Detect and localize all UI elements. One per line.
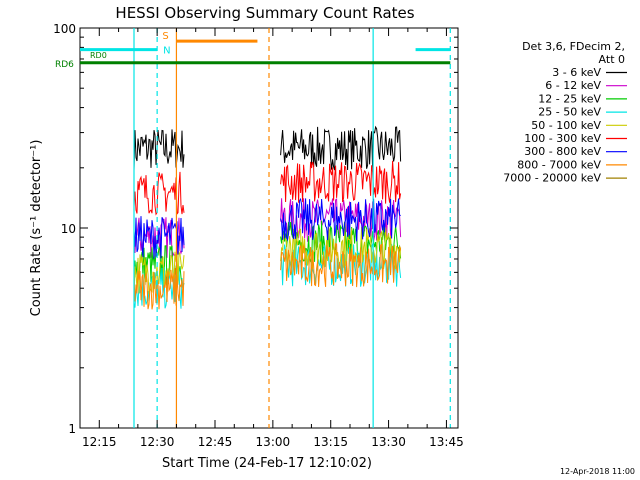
- y-tick-label-1: 1: [68, 422, 76, 436]
- series-7-trace-1: [133, 216, 185, 259]
- series-5-trace-2: [280, 226, 402, 270]
- flag-n-label: N: [163, 46, 170, 57]
- legend-label-8: 800 - 7000 keV: [517, 158, 601, 171]
- chart-title: HESSI Observing Summary Count Rates: [115, 4, 414, 22]
- axes: 1 10 100 12:15 12:30 12:45 13:00 13:15 13:30 13:4…: [53, 22, 464, 449]
- legend-label-9: 7000 - 20000 keV: [503, 172, 601, 185]
- footer-timestamp: 12-Apr-2018 11:00: [560, 467, 635, 476]
- series-5-trace-1: [133, 250, 185, 295]
- y-tick-label-3: 100: [53, 22, 76, 36]
- legend-label-4: 25 - 50 keV: [538, 106, 601, 119]
- legend-label-7: 300 - 800 keV: [524, 145, 601, 158]
- series-1-trace-1: [133, 129, 185, 171]
- x-tick-label-3: 12:45: [198, 435, 233, 449]
- flag-rd6-label: RD6: [55, 60, 74, 70]
- x-tick-label-4: 13:00: [256, 435, 291, 449]
- series-7-trace-2: [280, 197, 401, 242]
- plot-area: NS RD6 RD0: [55, 28, 451, 428]
- series-8-trace-1: [133, 268, 185, 310]
- legend-label-5: 50 - 100 keV: [531, 119, 601, 132]
- x-tick-label-6: 13:30: [371, 435, 406, 449]
- series-6-trace-2: [280, 160, 402, 204]
- series-6-trace-1: [133, 171, 185, 216]
- x-axis-label: Start Time (24-Feb-17 12:10:02): [162, 456, 372, 471]
- x-tick-label-5: 13:15: [313, 435, 348, 449]
- series-2-trace-2: [280, 198, 402, 242]
- legend-label-6: 100 - 300 keV: [524, 132, 601, 145]
- legend-header-1: Det 3,6, FDecim 2,: [522, 40, 625, 53]
- legend-header-2: Att 0: [599, 53, 625, 66]
- legend-label-2: 6 - 12 keV: [545, 79, 601, 92]
- y-tick-label-2: 10: [61, 222, 76, 236]
- x-tick-label-2: 12:30: [140, 435, 175, 449]
- x-tick-label-7: 13:45: [429, 435, 464, 449]
- y-axis-label: Count Rate (s⁻¹ detector⁻¹): [29, 140, 44, 317]
- flag-rd0-label: RD0: [90, 51, 107, 60]
- legend-label-1: 3 - 6 keV: [552, 66, 601, 79]
- flag-s-label: S: [162, 31, 168, 42]
- series-1-trace-2: [280, 125, 402, 171]
- series-8-trace-2: [280, 243, 402, 288]
- x-tick-label-1: 12:15: [82, 435, 117, 449]
- legend-label-3: 12 - 25 keV: [538, 92, 601, 105]
